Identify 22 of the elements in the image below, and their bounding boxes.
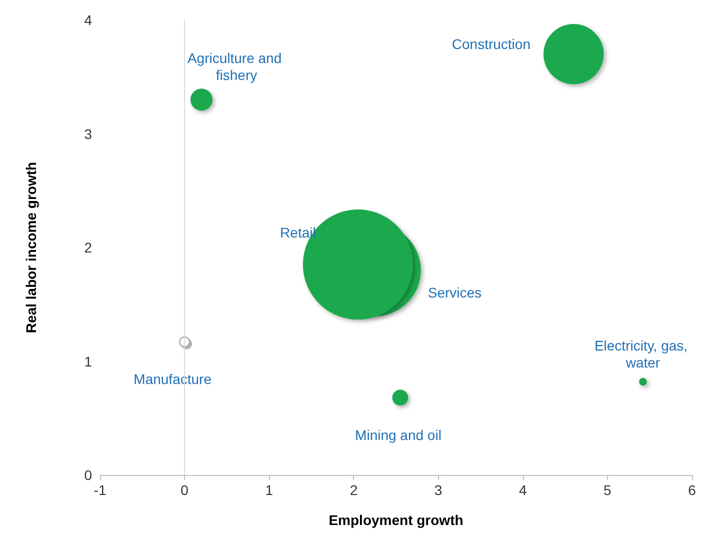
y-axis-title: Real labor income growth: [23, 162, 39, 334]
x-tick-label: 4: [518, 482, 527, 498]
x-tick-label: 6: [688, 482, 696, 498]
x-tick-label: 0: [180, 482, 189, 498]
y-tick-label: 3: [84, 126, 92, 142]
x-tick-label: 3: [434, 482, 442, 498]
series-label: Retail: [280, 224, 316, 241]
y-tick-label: 0: [84, 467, 92, 483]
x-tick-label: 2: [350, 482, 358, 498]
text: Manufacture: [134, 370, 212, 387]
x-tick-label: -1: [94, 482, 106, 498]
text: Mining and oil: [355, 427, 442, 444]
x-axis-title: Employment growth: [328, 512, 464, 528]
series-label: Services: [428, 284, 482, 300]
y-tick-label: 1: [84, 353, 92, 370]
y-tick-label: 4: [84, 12, 92, 28]
x-tick-label: 5: [604, 482, 612, 498]
x-tick-label: 1: [265, 482, 274, 498]
series-label: Electricity, gas, water: [594, 337, 692, 370]
series-label: Construction: [452, 36, 530, 52]
series-label: Agriculture and fishery: [187, 50, 286, 84]
y-tick-label: 2: [84, 240, 92, 256]
